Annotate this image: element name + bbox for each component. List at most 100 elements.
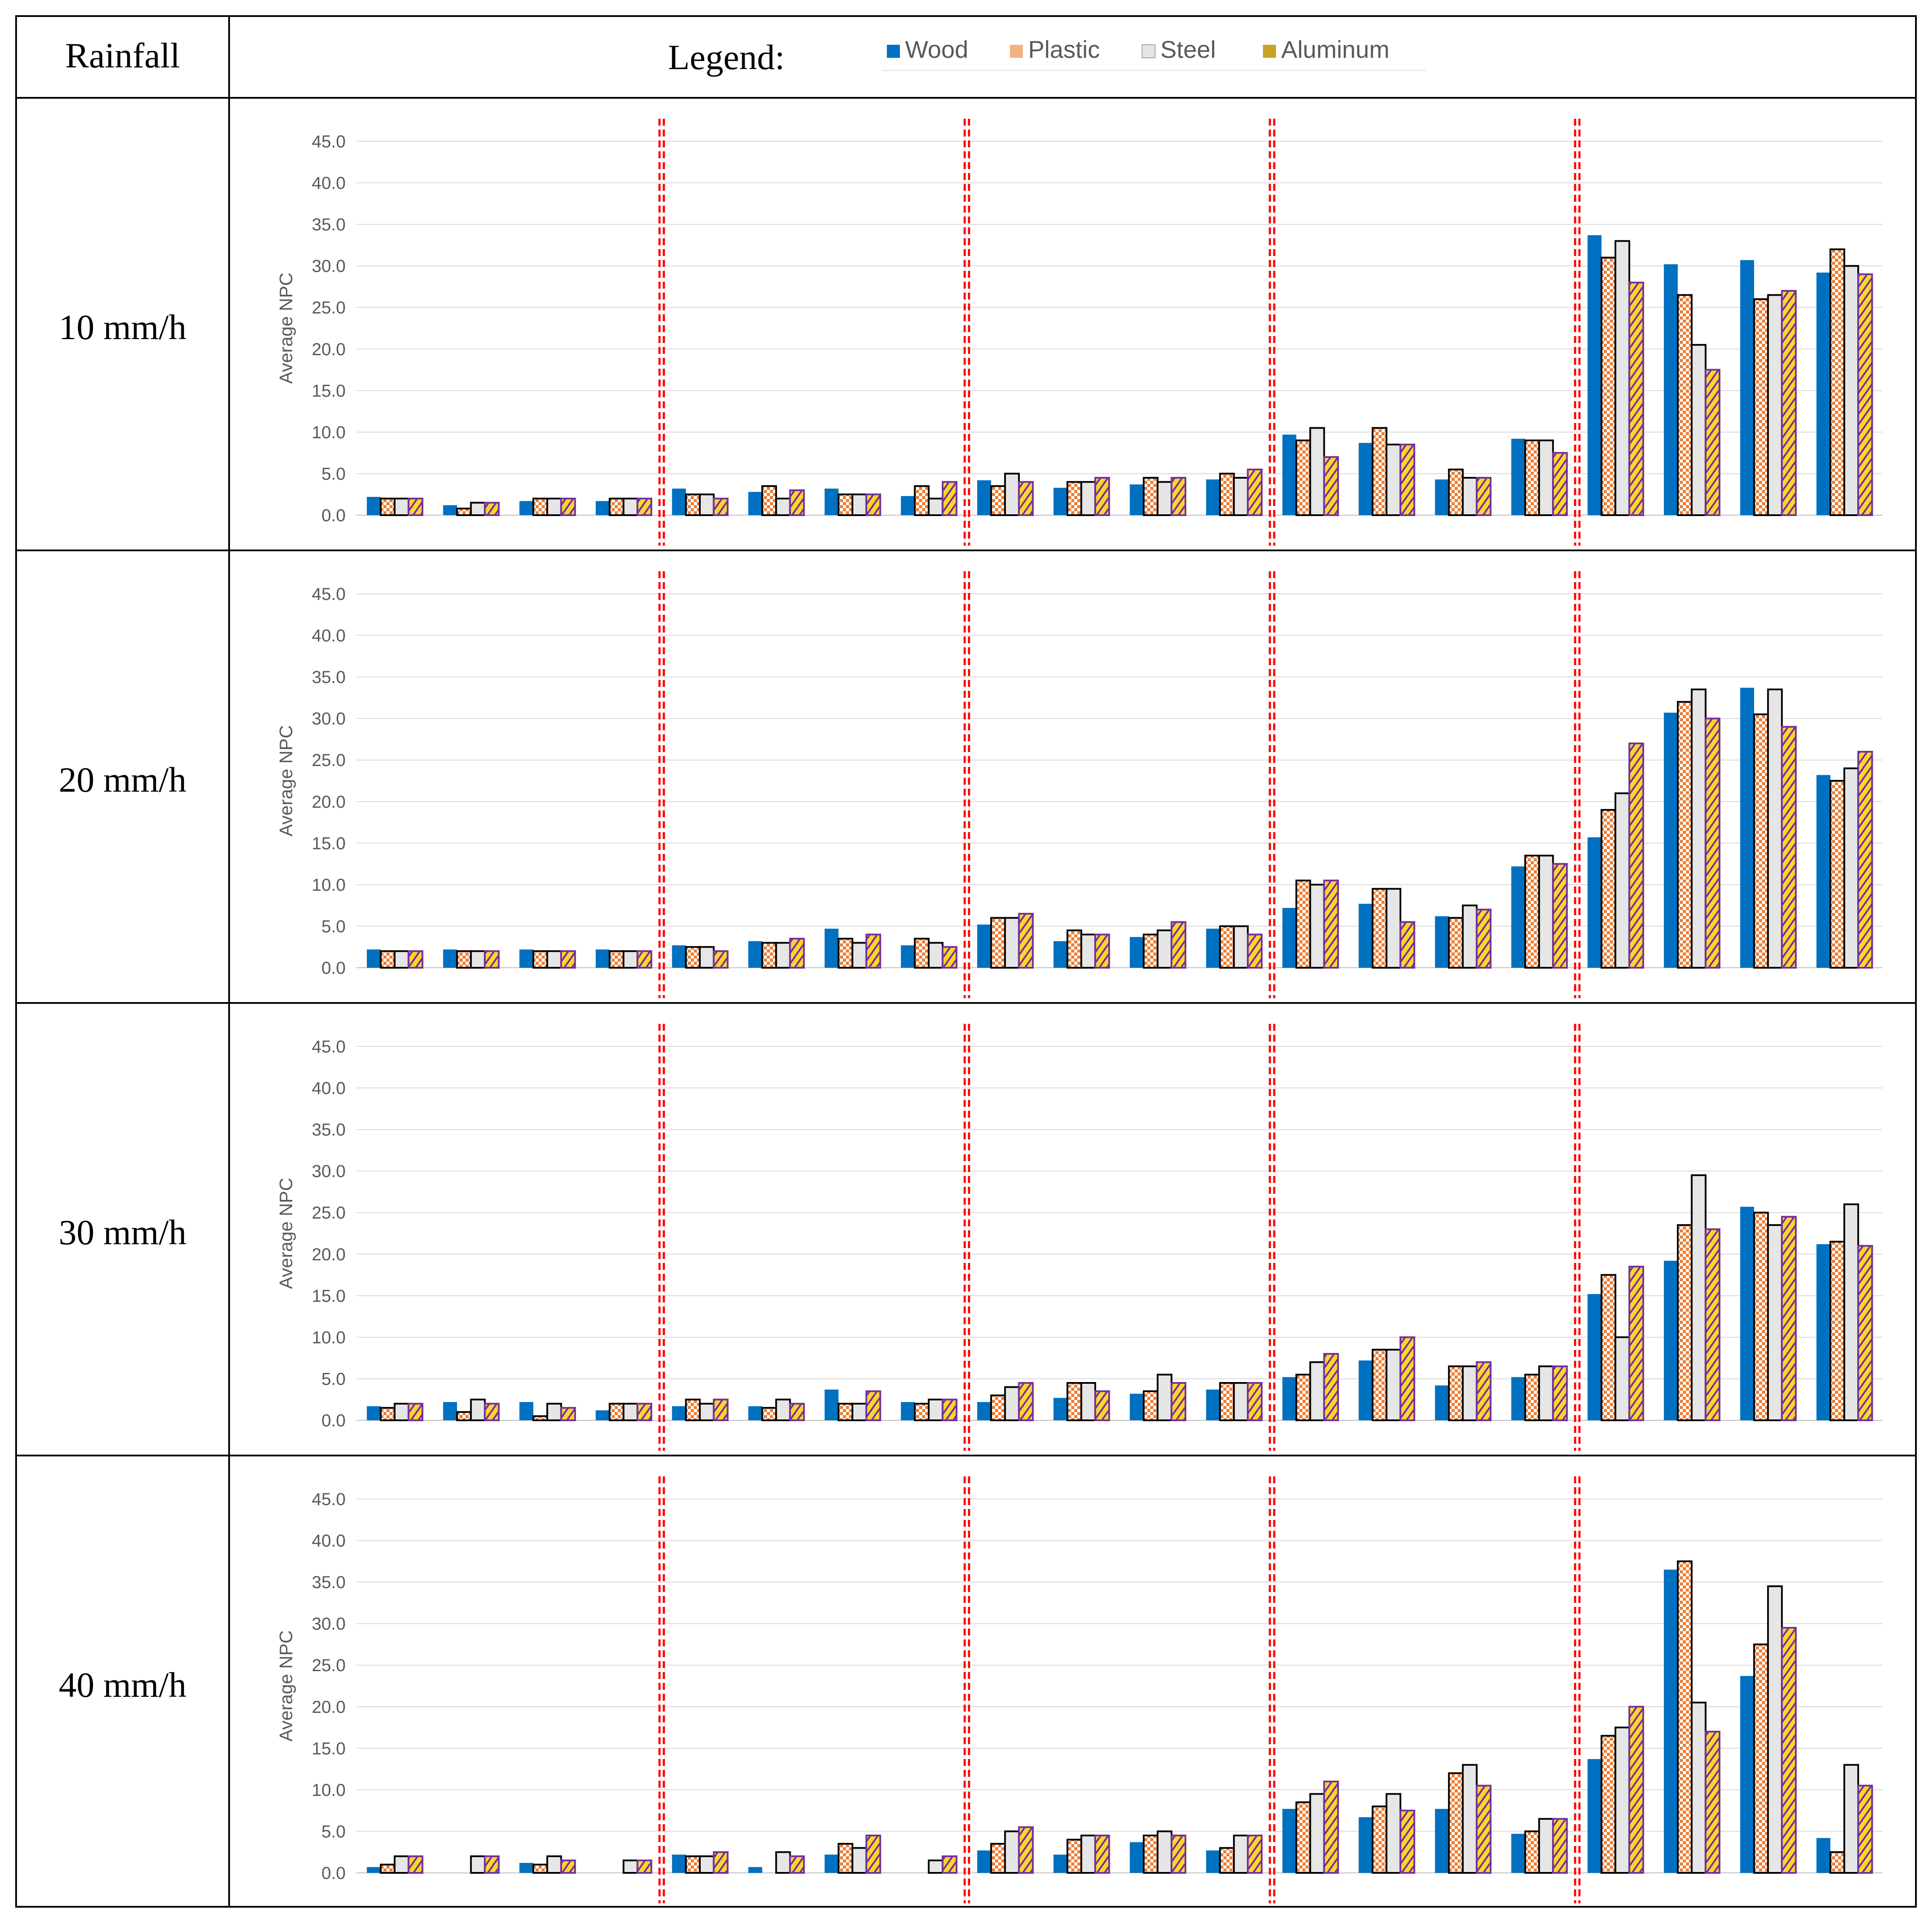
header-rainfall: Rainfall — [65, 36, 180, 75]
bar-plastic — [761, 1407, 777, 1421]
bar-steel — [1614, 792, 1630, 969]
bar-steel — [470, 1855, 486, 1874]
bar-plastic — [914, 938, 930, 969]
bar-steel — [1538, 1365, 1554, 1422]
bar-plastic — [761, 485, 777, 516]
bar-steel — [1767, 1585, 1783, 1874]
bar-steel — [1843, 767, 1859, 969]
y-tick-label: 30.0 — [312, 257, 346, 276]
bar-plastic — [1143, 477, 1159, 516]
chart-panel-1: 0.0 5.0 10.0 15.0 20.0 25.0 30.0 35.0 40.0 45.0 Av… — [276, 571, 1882, 998]
bar-steel — [1843, 1764, 1859, 1874]
bar-wood — [824, 929, 839, 968]
bar-aluminum — [789, 489, 805, 516]
bar-plastic — [1448, 1772, 1464, 1874]
bar-plastic — [685, 946, 701, 969]
legend: Wood Plastic Steel Aluminum — [883, 36, 1426, 71]
bar-aluminum — [1781, 1216, 1797, 1422]
y-tick-label: 0.0 — [321, 1864, 346, 1883]
bar-plastic — [837, 493, 853, 516]
bar-steel — [1156, 1830, 1173, 1874]
bar-steel — [1538, 440, 1554, 516]
bar-aluminum — [1094, 933, 1110, 969]
bar-aluminum — [636, 1402, 653, 1422]
bar-steel — [623, 1402, 639, 1422]
chart-panel-3: 0.0 5.0 10.0 15.0 20.0 25.0 30.0 35.0 40.0 45.0 Av… — [276, 1476, 1882, 1903]
y-tick-label: 35.0 — [312, 215, 346, 234]
bar-steel — [699, 946, 715, 969]
bar-steel — [1614, 1336, 1630, 1422]
bar-aluminum — [1170, 477, 1186, 516]
bar-aluminum — [1552, 452, 1568, 516]
bar-plastic — [380, 1863, 396, 1874]
bar-aluminum — [1323, 1780, 1339, 1874]
bar-plastic — [1829, 1241, 1845, 1421]
bar-plastic — [990, 1843, 1006, 1874]
y-tick-label: 30.0 — [312, 1615, 346, 1634]
bar-plastic — [1829, 248, 1845, 516]
legend-label-wood: Wood — [905, 36, 968, 63]
bar-steel — [851, 1847, 867, 1874]
bar-steel — [1233, 1382, 1249, 1421]
bar-wood — [366, 496, 381, 515]
bar-plastic — [1524, 1373, 1540, 1422]
y-tick-label: 10.0 — [312, 1328, 346, 1347]
y-tick-label: 10.0 — [312, 1781, 346, 1800]
bar-plastic — [1066, 1382, 1083, 1421]
bar-plastic — [1295, 1801, 1311, 1874]
bar-plastic — [1066, 481, 1083, 516]
y-tick-label: 45.0 — [312, 1490, 346, 1509]
bar-steel — [1004, 917, 1020, 969]
bar-aluminum — [942, 1399, 958, 1421]
y-tick-label: 15.0 — [312, 381, 346, 400]
bar-aluminum — [1170, 921, 1186, 969]
bar-plastic — [1753, 1643, 1769, 1874]
bar-wood — [977, 480, 991, 515]
charts: 0.0 5.0 10.0 15.0 20.0 25.0 30.0 35.0 40.0 45.0 Av… — [276, 119, 1882, 1903]
y-tick-label: 25.0 — [312, 751, 346, 770]
bar-steel — [1309, 1361, 1325, 1421]
bar-steel — [1156, 481, 1173, 516]
bar-steel — [1767, 294, 1783, 516]
y-tick-label: 20.0 — [312, 340, 346, 359]
bar-plastic — [1295, 1373, 1311, 1422]
bar-wood — [1206, 1389, 1220, 1420]
bar-plastic — [914, 485, 930, 516]
bar-plastic — [1372, 427, 1388, 516]
bar-steel — [470, 502, 486, 516]
bar-aluminum — [1552, 863, 1568, 969]
bar-wood — [1129, 484, 1144, 515]
bar-wood — [1587, 1759, 1602, 1873]
bar-plastic — [609, 1402, 625, 1422]
bar-aluminum — [1857, 1245, 1873, 1422]
bar-aluminum — [713, 497, 729, 516]
bar-aluminum — [1399, 921, 1416, 969]
bar-wood — [748, 1406, 763, 1420]
bar-aluminum — [1705, 369, 1721, 516]
bar-wood — [1359, 1360, 1373, 1420]
bar-aluminum — [1781, 290, 1797, 516]
bar-plastic — [1066, 929, 1083, 969]
bar-steel — [928, 942, 944, 969]
bar-aluminum — [1094, 477, 1110, 516]
bar-plastic — [1600, 256, 1616, 516]
bar-wood — [1511, 866, 1526, 968]
y-tick-label: 5.0 — [321, 917, 346, 936]
legend-label-aluminum: Aluminum — [1281, 36, 1389, 63]
bar-wood — [1053, 1854, 1068, 1873]
bar-wood — [1816, 1244, 1831, 1420]
bar-aluminum — [1628, 281, 1644, 516]
bar-aluminum — [1018, 913, 1034, 969]
bar-plastic — [1524, 855, 1540, 969]
y-tick-label: 25.0 — [312, 1656, 346, 1675]
bar-plastic — [1295, 879, 1311, 969]
bar-wood — [1435, 1809, 1449, 1873]
bar-steel — [393, 950, 410, 969]
bar-wood — [1740, 1206, 1754, 1420]
bar-aluminum — [865, 493, 881, 516]
y-tick-label: 5.0 — [321, 1369, 346, 1389]
bar-wood — [1664, 264, 1678, 515]
bar-plastic — [1524, 440, 1540, 516]
bar-steel — [546, 950, 562, 969]
legend-item-wood: Wood — [887, 36, 968, 63]
